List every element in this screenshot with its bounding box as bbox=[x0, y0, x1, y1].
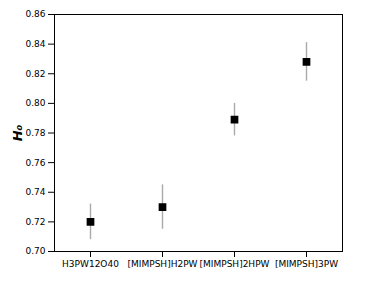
svg-text:0.80: 0.80 bbox=[25, 98, 45, 108]
svg-text:0.74: 0.74 bbox=[25, 187, 45, 197]
svg-text:0.82: 0.82 bbox=[25, 69, 45, 79]
svg-text:[MIMPSH]2HPW: [MIMPSH]2HPW bbox=[200, 259, 270, 269]
svg-text:0.70: 0.70 bbox=[25, 246, 45, 256]
svg-text:0.84: 0.84 bbox=[25, 39, 45, 49]
svg-text:H3PW12O40: H3PW12O40 bbox=[62, 259, 119, 269]
svg-text:[MIMPSH]H2PW: [MIMPSH]H2PW bbox=[128, 259, 198, 269]
svg-text:0.76: 0.76 bbox=[25, 158, 45, 168]
svg-text:H₀: H₀ bbox=[10, 124, 25, 141]
svg-text:0.72: 0.72 bbox=[25, 217, 45, 227]
svg-text:0.86: 0.86 bbox=[25, 9, 45, 19]
svg-text:0.78: 0.78 bbox=[25, 128, 45, 138]
svg-text:[MIMPSH]3PW: [MIMPSH]3PW bbox=[275, 259, 338, 269]
